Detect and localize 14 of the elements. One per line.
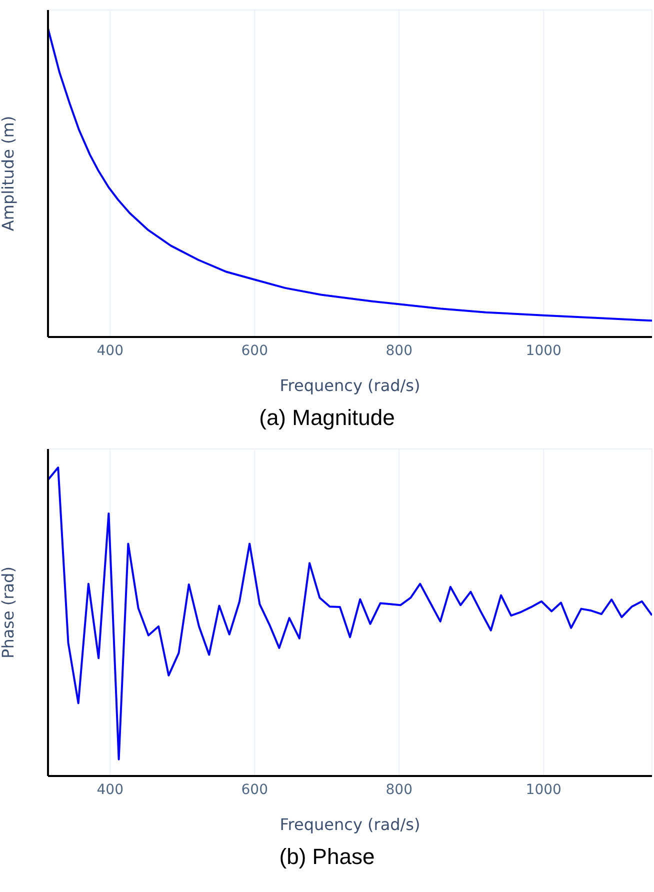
x-tick-label: 400 [96, 342, 124, 359]
x-tick-label: 600 [241, 342, 268, 359]
x-tick-label: 800 [386, 342, 412, 359]
x-tick-label: 800 [386, 782, 412, 798]
y-axis-title: Amplitude (m) [0, 116, 18, 232]
x-tick-label: 1000 [526, 782, 562, 798]
text: (a) Magnitude [258, 405, 396, 431]
x-tick-label: 600 [241, 782, 268, 798]
x-axis-title: Frequency (rad/s) [280, 376, 420, 395]
x-tick-label: 400 [96, 782, 124, 798]
x-tick-label: 1000 [526, 342, 562, 359]
text: (b) Phase [278, 844, 376, 870]
x-axis-title: Frequency (rad/s) [280, 815, 420, 834]
y-axis-title: Phase (rad) [0, 566, 18, 658]
